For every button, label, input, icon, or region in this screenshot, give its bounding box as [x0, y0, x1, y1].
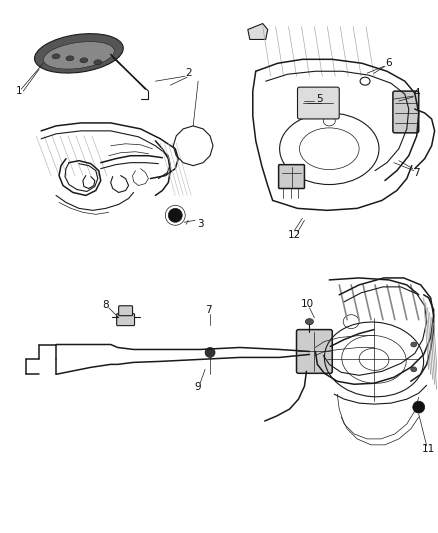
Text: 2: 2	[185, 68, 191, 78]
FancyBboxPatch shape	[117, 314, 134, 326]
FancyBboxPatch shape	[297, 329, 332, 373]
Ellipse shape	[305, 319, 314, 325]
Circle shape	[168, 208, 182, 222]
Circle shape	[413, 401, 425, 413]
Ellipse shape	[66, 56, 74, 61]
Text: 10: 10	[301, 299, 314, 309]
Text: 3: 3	[197, 219, 203, 229]
Circle shape	[205, 348, 215, 358]
Text: 7: 7	[413, 167, 420, 177]
Ellipse shape	[411, 367, 417, 372]
FancyBboxPatch shape	[119, 306, 133, 316]
FancyBboxPatch shape	[279, 165, 304, 189]
Text: 8: 8	[102, 300, 109, 310]
Polygon shape	[248, 23, 268, 39]
Text: 12: 12	[288, 230, 301, 240]
Text: 4: 4	[413, 88, 420, 98]
Text: 7: 7	[205, 305, 212, 314]
Ellipse shape	[411, 342, 417, 347]
Ellipse shape	[43, 42, 114, 69]
Ellipse shape	[52, 54, 60, 59]
Text: 6: 6	[385, 58, 392, 68]
Ellipse shape	[94, 60, 102, 65]
Ellipse shape	[35, 34, 123, 73]
Text: 9: 9	[195, 382, 201, 392]
Text: 5: 5	[316, 94, 323, 104]
Ellipse shape	[80, 58, 88, 63]
Text: 1: 1	[16, 86, 23, 96]
Text: 11: 11	[422, 444, 435, 454]
FancyBboxPatch shape	[297, 87, 339, 119]
FancyBboxPatch shape	[393, 91, 419, 133]
